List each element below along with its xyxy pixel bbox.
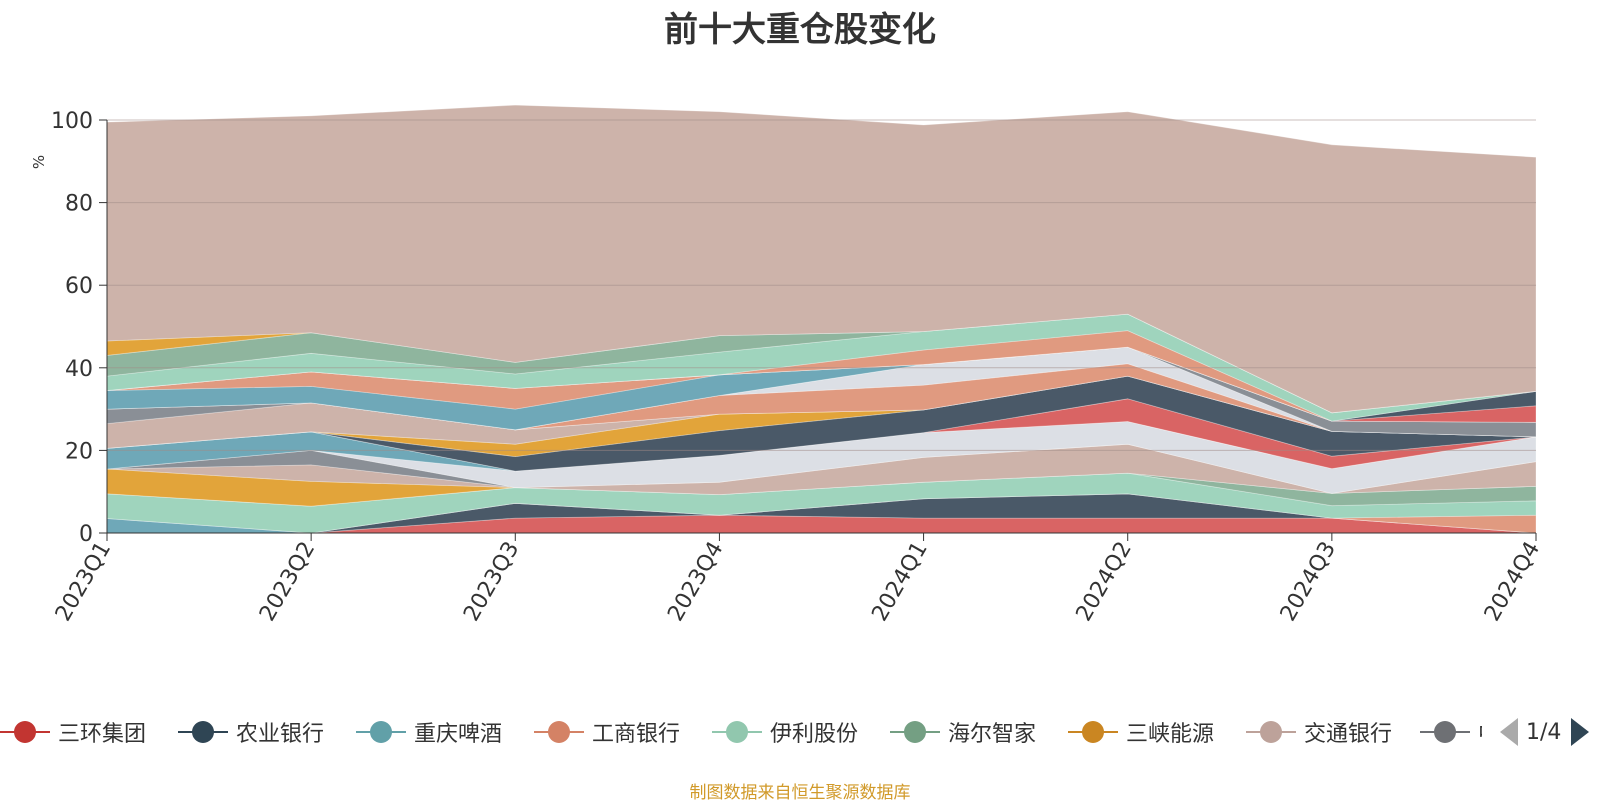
legend-marker-icon (712, 720, 762, 744)
stacked-area-chart: 0 20 40 60 80 100 2023Q1 2023Q2 2023Q3 2023Q4 2024… (30, 104, 1545, 626)
legend: 三环集团 农业银行 重庆啤酒 工商银行 伊利股份 海尔智家 三峡能源 交通银行 中 1/4 (0, 712, 1600, 752)
area-series-group (106, 104, 1537, 534)
x-tick-label: 2024Q2 (1072, 538, 1137, 626)
legend-label: 海尔智家 (948, 722, 1037, 747)
legend-page-indicator: 1/4 (1526, 719, 1562, 745)
legend-next-page-icon[interactable] (1571, 718, 1590, 746)
x-tick-label: 2023Q1 (51, 538, 116, 626)
legend-prev-page-icon[interactable] (1500, 718, 1518, 746)
x-tick-label: 2024Q4 (1480, 538, 1545, 626)
legend-item[interactable]: 中 (1420, 712, 1482, 752)
legend-marker-icon (1068, 720, 1118, 744)
y-axis-label: % (30, 155, 48, 169)
legend-label: 三环集团 (58, 722, 147, 747)
area-series-28 (106, 104, 1537, 414)
legend-marker-icon (178, 720, 228, 744)
legend-marker-icon (1246, 720, 1296, 744)
x-tick-label: 2024Q3 (1276, 538, 1341, 626)
area-series-16 (106, 375, 1537, 438)
y-tick-label: 100 (51, 109, 93, 134)
legend-marker-icon (356, 720, 406, 744)
legend-item[interactable]: 三环集团 (0, 712, 146, 752)
legend-marker-icon (0, 720, 50, 744)
legend-item[interactable]: 伊利股份 (712, 712, 858, 752)
legend-label: 伊利股份 (770, 722, 859, 747)
legend-item[interactable]: 工商银行 (534, 712, 680, 752)
y-tick-label: 40 (65, 357, 93, 382)
y-tick-label: 60 (65, 274, 93, 299)
legend-viewport: 三环集团 农业银行 重庆啤酒 工商银行 伊利股份 海尔智家 三峡能源 交通银行 中 (0, 712, 1482, 752)
area-series-4 (106, 493, 1537, 534)
legend-label: 中 (1478, 716, 1482, 748)
data-source-note: 制图数据来自恒生聚源数据库 (689, 783, 911, 803)
area-series-7 (106, 468, 1537, 507)
x-tick-label: 2023Q2 (255, 538, 320, 626)
legend-item[interactable]: 交通银行 (1246, 712, 1392, 752)
y-tick-label: 80 (65, 192, 93, 217)
legend-label: 工商银行 (592, 722, 681, 747)
y-tick-label: 20 (65, 439, 93, 464)
legend-item[interactable]: 农业银行 (178, 712, 324, 752)
x-tick-label: 2023Q3 (459, 538, 524, 626)
legend-marker-icon (890, 720, 940, 744)
y-tick-label: 0 (79, 522, 93, 547)
gridlines (107, 119, 1536, 451)
legend-item[interactable]: 海尔智家 (890, 712, 1036, 752)
legend-label: 三峡能源 (1126, 722, 1215, 747)
x-tick-label: 2024Q1 (867, 538, 932, 626)
x-tick-label: 2023Q4 (663, 538, 728, 626)
area-series-15 (106, 375, 1537, 449)
area-series-20 (106, 346, 1537, 431)
legend-item[interactable]: 三峡能源 (1068, 712, 1214, 752)
legend-label: 重庆啤酒 (414, 722, 503, 747)
legend-label: 农业银行 (236, 722, 325, 747)
area-series-23 (106, 346, 1537, 422)
legend-marker-icon (534, 720, 584, 744)
area-series-6 (106, 472, 1537, 507)
chart-title: 前十大重仓股变化 (664, 10, 936, 50)
legend-item[interactable]: 重庆啤酒 (356, 712, 502, 752)
legend-marker-icon (1420, 720, 1470, 744)
area-series-22 (106, 346, 1537, 423)
legend-label: 交通银行 (1304, 722, 1393, 747)
legend-pager: 1/4 (1500, 712, 1590, 752)
area-series-3 (106, 493, 1537, 534)
